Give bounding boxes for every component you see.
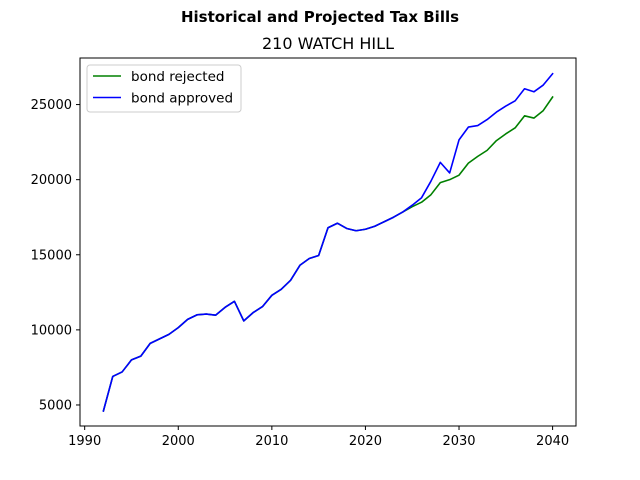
y-tick-label: 10000: [31, 323, 72, 338]
x-tick-label: 1990: [68, 434, 101, 449]
x-tick-label: 2000: [162, 434, 195, 449]
x-tick-label: 2040: [536, 434, 569, 449]
x-tick-label: 2010: [255, 434, 288, 449]
x-axis: 1990 2000 2010 2020 2030 2040: [68, 426, 569, 449]
plot-area: [79, 57, 577, 427]
chart-title: Historical and Projected Tax Bills: [181, 8, 459, 26]
plot-frame: [79, 57, 577, 427]
series-line-bond-approved: [102, 72, 554, 412]
x-tick-label: 2020: [349, 434, 382, 449]
y-tick-label: 25000: [31, 98, 72, 113]
x-tick-label: 2030: [442, 434, 475, 449]
legend-box: [86, 64, 242, 113]
y-tick-label: 20000: [31, 173, 72, 188]
legend-label: bond approved: [131, 91, 233, 107]
legend-label: bond rejected: [131, 69, 224, 85]
series-layer: [102, 72, 554, 412]
y-tick-label: 15000: [31, 248, 72, 263]
chart-subtitle: 210 WATCH HILL: [262, 34, 394, 53]
legend: bond rejected bond approved: [86, 64, 242, 113]
y-tick-label: 5000: [39, 398, 72, 413]
y-axis: 5000 10000 15000 20000 25000: [31, 98, 80, 413]
